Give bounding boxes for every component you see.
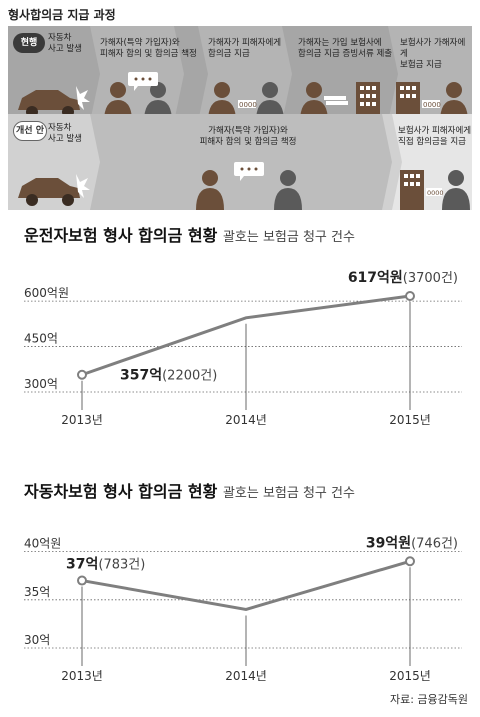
x-tick-label: 2015년 (389, 413, 431, 427)
data-label-count: (746건) (411, 536, 458, 551)
data-point-marker (77, 575, 87, 586)
badge-current: 현행 (13, 33, 45, 53)
chart1-line-chart: 300억 450억 600억원 2013년 2014년 2015년 357억(2200건) 6… (24, 270, 462, 427)
chart1-subtitle: 괄호는 보험금 청구 건수 (222, 230, 355, 245)
step-label-3: 보험사가 피해자에게 직접 합의금을 지급 (398, 126, 472, 147)
data-point-marker (405, 290, 415, 301)
step-label-2: 가해자(특약 가입자)와 피해자 합의 및 합의금 책정 (199, 126, 297, 147)
series-line (81, 294, 411, 377)
process-title: 형사합의금 지급 과정 (8, 8, 116, 22)
badge-improved: 개선 안 (13, 121, 47, 141)
source-note: 자료: 금융감독원 (389, 693, 468, 706)
y-tick-label: 450억 (24, 332, 58, 346)
chart1-title: 운전자보험 형사 합의금 현황 괄호는 보험금 청구 건수 (24, 226, 355, 245)
chart2-subtitle: 괄호는 보험금 청구 건수 (222, 486, 355, 501)
svg-text:0000: 0000 (239, 101, 257, 109)
data-label-value: 617억원 (348, 270, 403, 286)
step-label-1: 자동차 사고 발생 (48, 123, 82, 144)
y-tick-label: 40억원 (24, 537, 61, 551)
step-label-2: 가해자(특약 가입자)와 피해자 합의 및 합의금 책정 (100, 38, 197, 59)
data-label-count: (2200건) (162, 369, 217, 384)
data-label-count: (783건) (98, 558, 145, 573)
x-tick-label: 2015년 (389, 669, 431, 683)
y-tick-label: 30억 (24, 633, 50, 647)
data-label: 617억원(3700건) (348, 270, 458, 286)
chart2-title: 자동차보험 형사 합의금 현황 괄호는 보험금 청구 건수 (24, 482, 355, 501)
y-tick-label: 600억원 (24, 286, 69, 300)
data-point-marker (405, 556, 415, 567)
data-label: 39억원(746건) (366, 535, 458, 551)
data-label: 357억(2200건) (120, 368, 217, 384)
step-label-1: 자동차 사고 발생 (48, 33, 82, 54)
process-row-improved: 개선 안 자동차 사고 발생 가해자(특약 가입자)와 피해자 합의 및 합의금 책… (8, 114, 472, 210)
x-tick-label: 2014년 (225, 669, 267, 683)
x-tick-label: 2014년 (225, 413, 267, 427)
svg-text:0000: 0000 (423, 101, 441, 109)
insurer-pays-icon: 0000 (400, 170, 470, 210)
series-line (81, 559, 411, 611)
step-label-3: 가해자가 피해자에게 합의금 지급 (208, 38, 282, 59)
data-label-value: 357억 (120, 368, 162, 384)
data-label: 37억(783건) (66, 557, 145, 573)
y-tick-label: 35억 (24, 585, 50, 599)
step-label-5: 보험사가 가해자에게 보험금 지급 (400, 38, 466, 70)
process-row-current: 현행 자동차 사고 발생 가해자(특약 가입자)와 피해자 합의 및 합의금 책정 … (8, 26, 472, 122)
x-tick-label: 2013년 (61, 413, 103, 427)
data-label-value: 37억 (66, 557, 98, 573)
svg-text:0000: 0000 (427, 189, 444, 197)
data-point-marker (77, 369, 87, 380)
data-label-value: 39억원 (366, 535, 411, 551)
step-label-4: 가해자는 가입 보험사에 합의금 지급 증빙서류 제출 (298, 38, 393, 59)
y-tick-label: 300억 (24, 377, 58, 391)
x-tick-label: 2013년 (61, 669, 103, 683)
data-label-count: (3700건) (403, 271, 458, 286)
car-crash-icon (18, 174, 90, 206)
negotiation-people-icon (196, 162, 302, 210)
